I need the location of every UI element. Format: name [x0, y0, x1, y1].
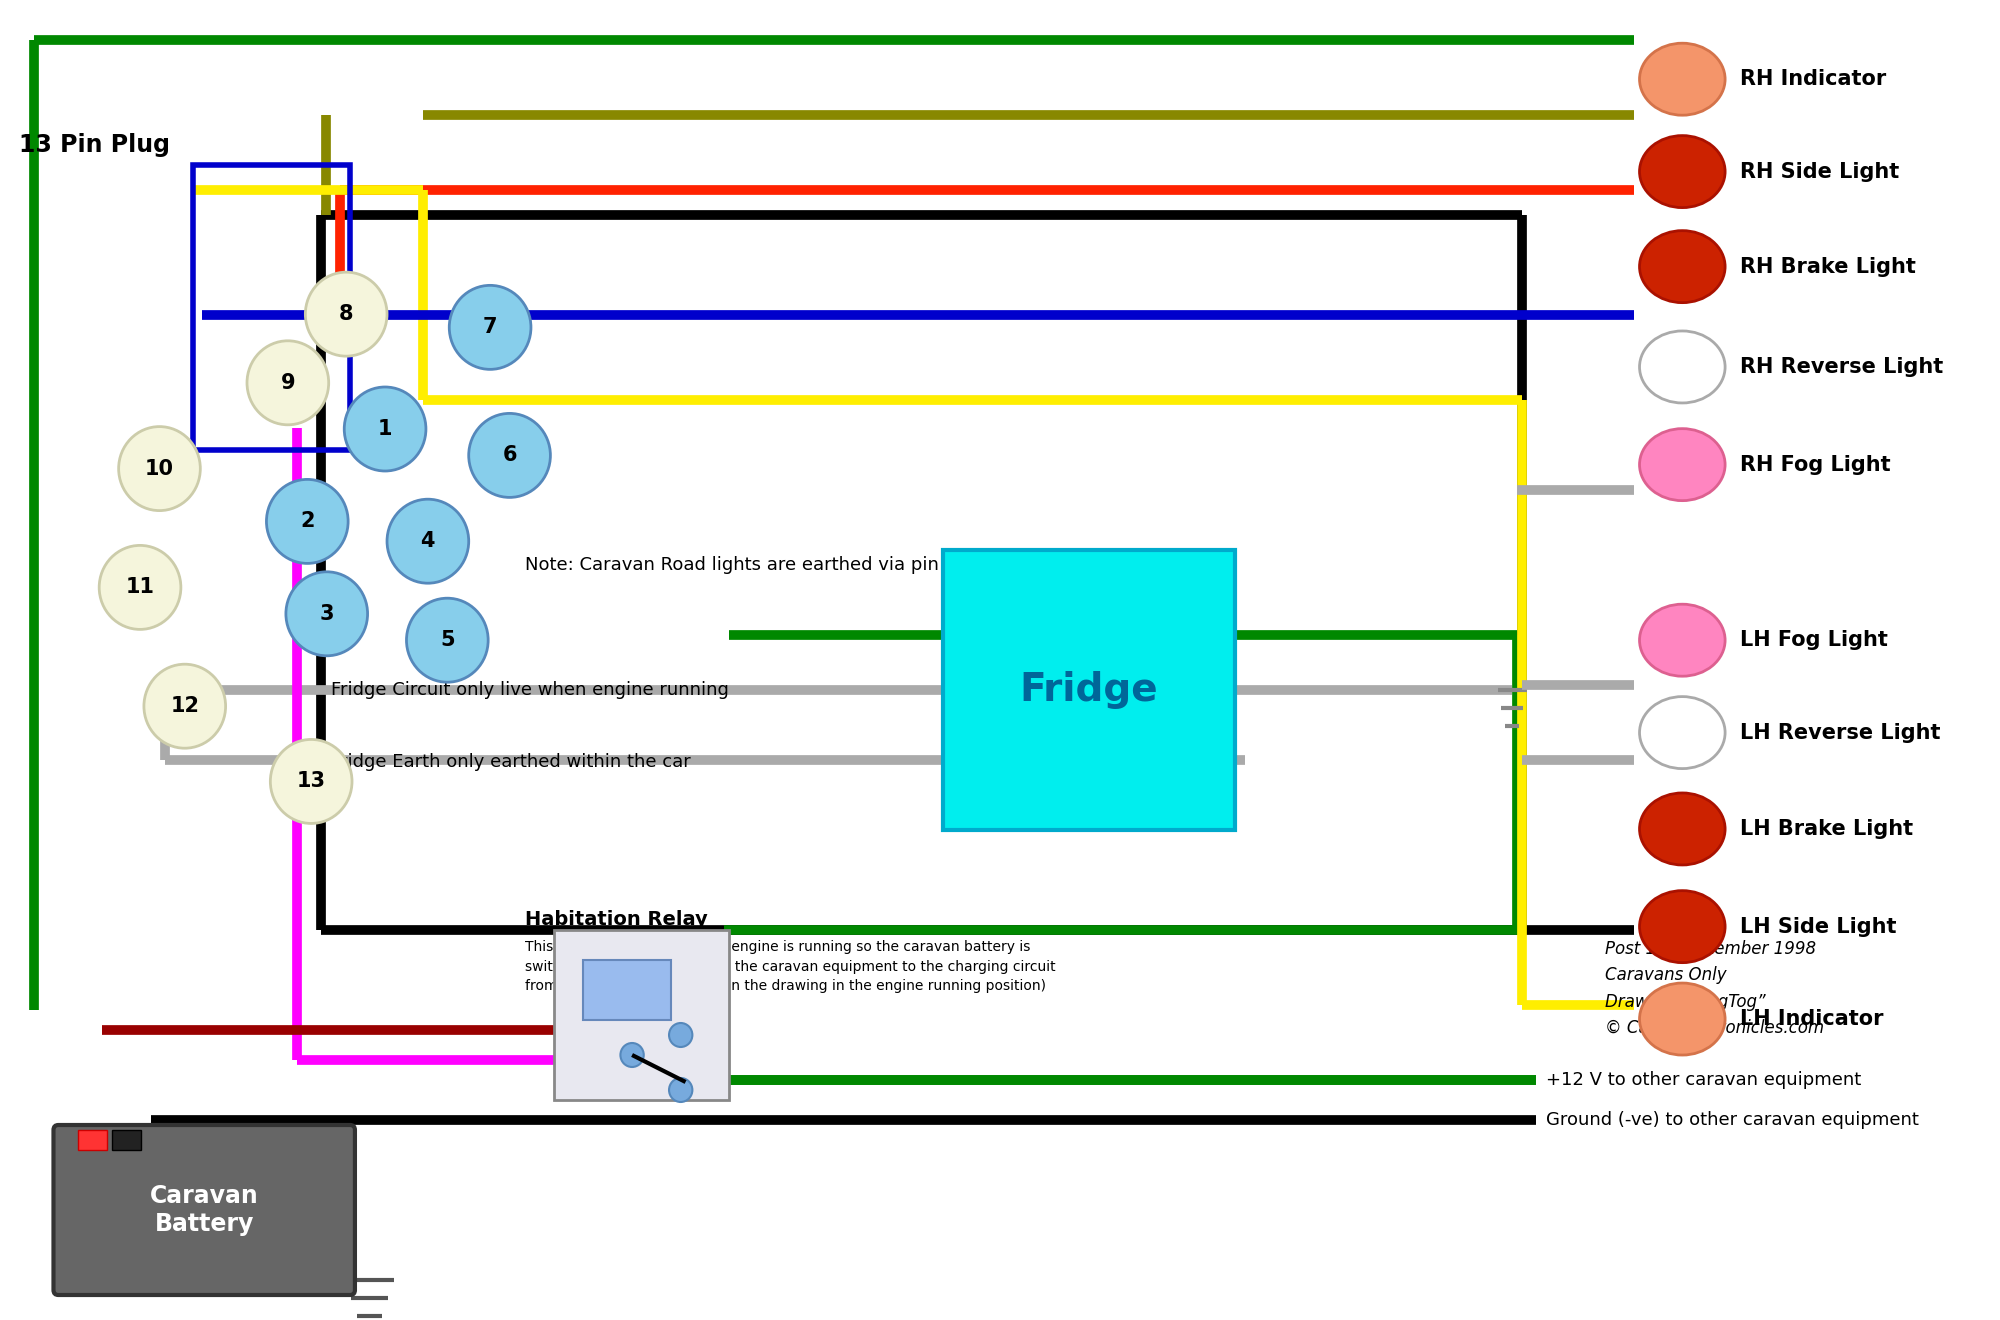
Text: Habitation Relay: Habitation Relay: [526, 909, 708, 929]
Ellipse shape: [1640, 136, 1726, 207]
Text: Fridge Circuit only live when engine running: Fridge Circuit only live when engine run…: [330, 681, 728, 700]
Circle shape: [100, 545, 180, 630]
Circle shape: [406, 598, 488, 682]
Circle shape: [620, 1043, 644, 1067]
Ellipse shape: [1640, 891, 1726, 962]
Bar: [112, 1130, 142, 1150]
Circle shape: [144, 664, 226, 748]
FancyBboxPatch shape: [54, 1125, 354, 1295]
Ellipse shape: [1640, 983, 1726, 1055]
Text: 12: 12: [170, 696, 200, 717]
Text: 9: 9: [280, 372, 296, 393]
Ellipse shape: [1640, 605, 1726, 676]
Text: 13 Pin Plug: 13 Pin Plug: [20, 133, 170, 157]
Ellipse shape: [1640, 44, 1726, 115]
Text: This relay operates when the engine is running so the caravan battery is
switche: This relay operates when the engine is r…: [526, 940, 1056, 993]
Text: RH Fog Light: RH Fog Light: [1740, 454, 1890, 475]
Text: 3: 3: [320, 603, 334, 624]
Circle shape: [670, 1023, 692, 1047]
Circle shape: [246, 341, 328, 425]
Circle shape: [118, 426, 200, 511]
Text: 13: 13: [296, 771, 326, 792]
Text: 4: 4: [420, 531, 436, 552]
Text: 2: 2: [300, 511, 314, 532]
Text: 11: 11: [126, 577, 154, 598]
Text: Post 1st September 1998
Caravans Only
Drawn: “FlyingTog”
© CaravanChronicles.com: Post 1st September 1998 Caravans Only Dr…: [1604, 940, 1824, 1038]
Circle shape: [344, 387, 426, 471]
Text: LH Brake Light: LH Brake Light: [1740, 818, 1912, 840]
FancyBboxPatch shape: [944, 550, 1234, 830]
Text: Fridge Earth only earthed within the car: Fridge Earth only earthed within the car: [330, 752, 690, 771]
Circle shape: [388, 499, 468, 583]
Circle shape: [306, 272, 388, 356]
Text: Caravan
Battery: Caravan Battery: [150, 1184, 258, 1236]
Circle shape: [286, 572, 368, 656]
Circle shape: [270, 739, 352, 824]
Ellipse shape: [1640, 231, 1726, 302]
Circle shape: [450, 285, 530, 370]
Text: RH Side Light: RH Side Light: [1740, 161, 1898, 182]
Text: +12 V to other caravan equipment: +12 V to other caravan equipment: [1546, 1071, 1862, 1089]
Text: RH Brake Light: RH Brake Light: [1740, 256, 1916, 277]
Circle shape: [266, 479, 348, 564]
Text: 8: 8: [338, 304, 354, 325]
Circle shape: [468, 413, 550, 498]
Ellipse shape: [1640, 793, 1726, 865]
Text: LH Fog Light: LH Fog Light: [1740, 630, 1888, 651]
Text: RH Reverse Light: RH Reverse Light: [1740, 356, 1942, 378]
Text: Ground (-ve) to other caravan equipment: Ground (-ve) to other caravan equipment: [1546, 1111, 1920, 1129]
Text: 7: 7: [482, 317, 498, 338]
Text: LH Side Light: LH Side Light: [1740, 916, 1896, 937]
Bar: [78, 1130, 106, 1150]
Text: 1: 1: [378, 418, 392, 440]
Bar: [584, 960, 670, 1020]
Bar: [554, 931, 730, 1100]
Text: 6: 6: [502, 445, 516, 466]
Ellipse shape: [1640, 429, 1726, 500]
Text: 10: 10: [144, 458, 174, 479]
Text: LH Indicator: LH Indicator: [1740, 1008, 1884, 1030]
Text: 5: 5: [440, 630, 454, 651]
Text: RH Indicator: RH Indicator: [1740, 69, 1886, 90]
Text: Fridge: Fridge: [1020, 671, 1158, 709]
Ellipse shape: [1640, 697, 1726, 768]
Circle shape: [670, 1078, 692, 1102]
Text: LH Reverse Light: LH Reverse Light: [1740, 722, 1940, 743]
Text: Note: Caravan Road lights are earthed via pin 3 only: Note: Caravan Road lights are earthed vi…: [526, 556, 1000, 574]
Ellipse shape: [1640, 331, 1726, 403]
Bar: [192, 165, 350, 450]
